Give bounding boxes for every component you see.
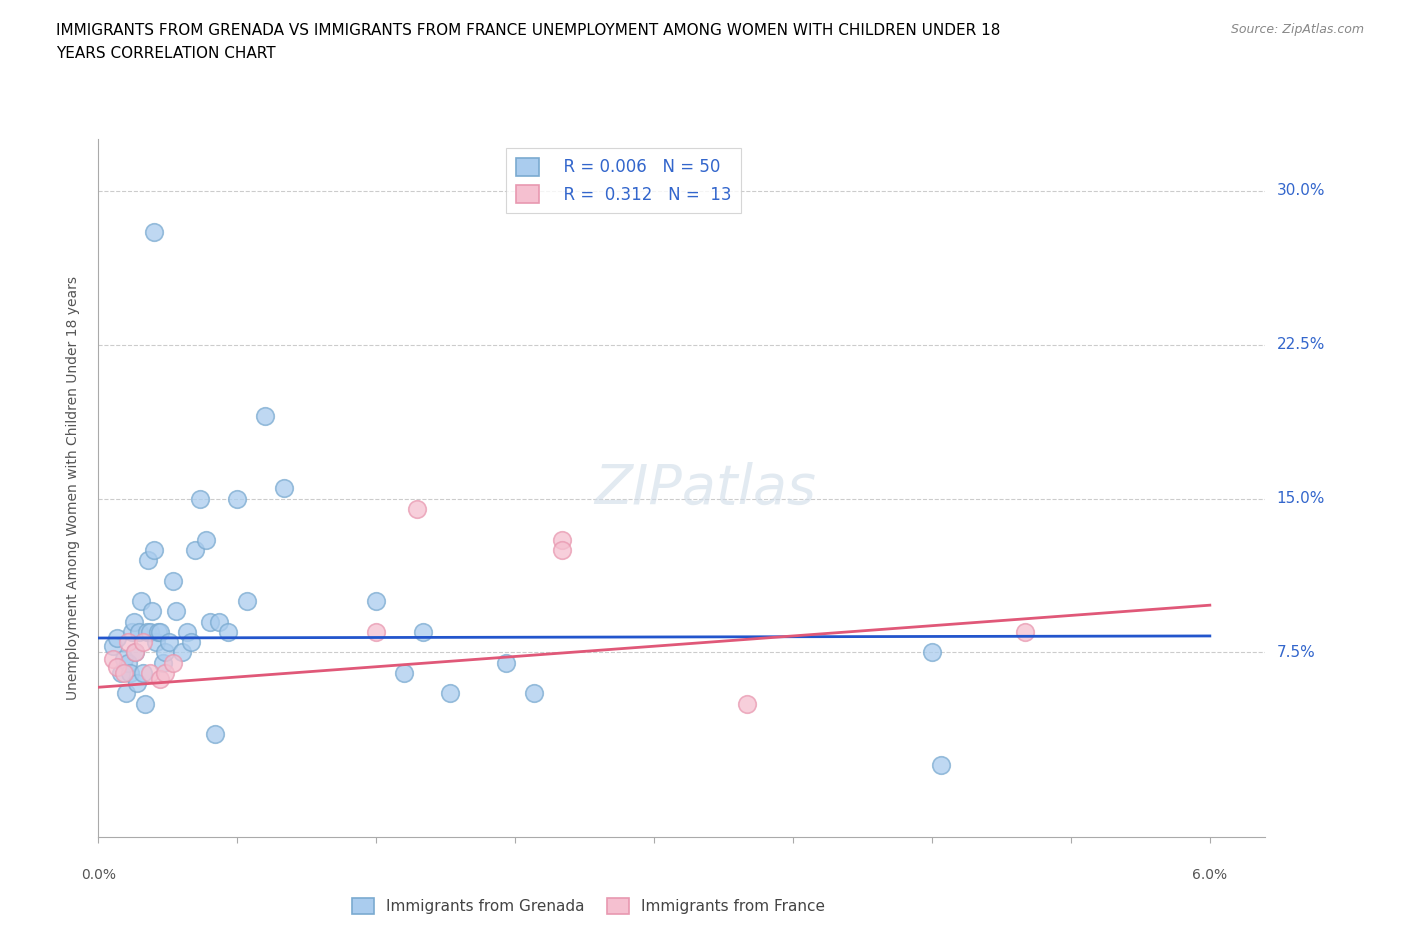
Point: [194, 532, 217, 547]
Point: [208, 614, 231, 629]
Point: [132, 666, 155, 681]
Point: [118, 666, 141, 681]
Point: [110, 666, 132, 681]
Point: [128, 624, 150, 639]
Point: [153, 644, 176, 659]
Point: [188, 491, 211, 506]
Point: [366, 624, 388, 639]
Point: [146, 624, 169, 639]
Point: [550, 542, 572, 557]
Point: [235, 593, 257, 608]
Point: [148, 671, 170, 686]
Point: [143, 224, 166, 239]
Point: [406, 501, 429, 516]
Point: [115, 686, 138, 701]
Point: [148, 624, 170, 639]
Point: [170, 644, 193, 659]
Text: 6.0%: 6.0%: [1192, 868, 1227, 882]
Text: 15.0%: 15.0%: [1277, 491, 1324, 506]
Point: [180, 634, 202, 649]
Text: ZIPatlas: ZIPatlas: [595, 462, 817, 514]
Point: [392, 666, 415, 681]
Text: IMMIGRANTS FROM GRENADA VS IMMIGRANTS FROM FRANCE UNEMPLOYMENT AMONG WOMEN WITH : IMMIGRANTS FROM GRENADA VS IMMIGRANTS FR…: [56, 23, 1001, 38]
Point: [105, 631, 128, 645]
Point: [162, 656, 184, 671]
Point: [117, 634, 139, 649]
Point: [124, 644, 146, 659]
Point: [112, 651, 135, 666]
Point: [929, 758, 952, 773]
Text: 22.5%: 22.5%: [1277, 338, 1324, 352]
Point: [198, 614, 221, 629]
Point: [412, 624, 434, 639]
Point: [523, 686, 546, 701]
Point: [139, 666, 162, 681]
Text: Source: ZipAtlas.com: Source: ZipAtlas.com: [1230, 23, 1364, 36]
Point: [157, 634, 180, 649]
Point: [153, 666, 176, 681]
Point: [122, 614, 145, 629]
Point: [121, 624, 143, 639]
Point: [127, 676, 149, 691]
Point: [103, 651, 125, 666]
Point: [439, 686, 461, 701]
Point: [143, 542, 166, 557]
Point: [139, 624, 162, 639]
Point: [112, 666, 135, 681]
Text: YEARS CORRELATION CHART: YEARS CORRELATION CHART: [56, 46, 276, 60]
Point: [176, 624, 198, 639]
Point: [145, 634, 167, 649]
Point: [921, 644, 943, 659]
Point: [495, 656, 517, 671]
Legend: Immigrants from Grenada, Immigrants from France: Immigrants from Grenada, Immigrants from…: [346, 892, 831, 920]
Text: 30.0%: 30.0%: [1277, 183, 1324, 198]
Point: [141, 604, 163, 618]
Point: [152, 656, 174, 671]
Point: [105, 659, 128, 674]
Point: [217, 624, 239, 639]
Point: [1014, 624, 1036, 639]
Point: [254, 409, 277, 424]
Point: [132, 634, 155, 649]
Point: [273, 481, 295, 496]
Text: 7.5%: 7.5%: [1277, 644, 1315, 660]
Y-axis label: Unemployment Among Women with Children Under 18 years: Unemployment Among Women with Children U…: [66, 276, 80, 700]
Point: [550, 532, 572, 547]
Point: [204, 727, 226, 742]
Point: [184, 542, 207, 557]
Point: [138, 552, 160, 567]
Point: [134, 697, 156, 711]
Point: [117, 656, 139, 671]
Point: [226, 491, 249, 506]
Point: [103, 639, 125, 654]
Point: [165, 604, 187, 618]
Point: [735, 697, 758, 711]
Point: [162, 573, 184, 588]
Text: 0.0%: 0.0%: [82, 868, 115, 882]
Point: [124, 644, 146, 659]
Point: [129, 593, 152, 608]
Point: [366, 593, 388, 608]
Point: [135, 624, 157, 639]
